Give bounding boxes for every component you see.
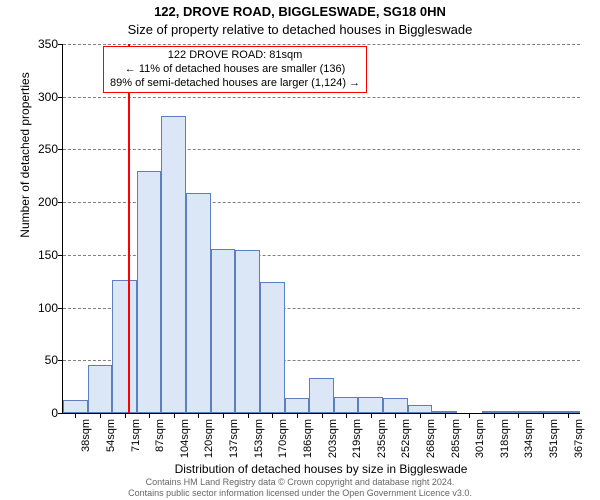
y-tick bbox=[58, 308, 63, 309]
x-tick bbox=[198, 413, 199, 418]
callout-line1: 122 DROVE ROAD: 81sqm bbox=[110, 49, 360, 63]
y-tick bbox=[58, 202, 63, 203]
y-tick-label: 50 bbox=[18, 353, 58, 367]
y-tick bbox=[58, 97, 63, 98]
x-tick-label: 137sqm bbox=[228, 413, 240, 458]
x-tick-label: 54sqm bbox=[105, 413, 117, 452]
footer: Contains HM Land Registry data © Crown c… bbox=[0, 477, 600, 498]
x-tick-label: 219sqm bbox=[351, 413, 363, 458]
x-tick bbox=[445, 413, 446, 418]
x-tick bbox=[371, 413, 372, 418]
x-tick bbox=[543, 413, 544, 418]
x-tick bbox=[420, 413, 421, 418]
histogram-bar bbox=[358, 397, 383, 413]
x-tick-label: 367sqm bbox=[573, 413, 585, 458]
histogram-bar bbox=[260, 282, 285, 413]
histogram-bars bbox=[63, 44, 580, 413]
plot-area: 122 DROVE ROAD: 81sqm ← 11% of detached … bbox=[62, 44, 580, 414]
histogram-bar bbox=[88, 365, 113, 413]
y-tick-label: 0 bbox=[18, 406, 58, 420]
x-tick bbox=[174, 413, 175, 418]
x-tick bbox=[322, 413, 323, 418]
x-tick-label: 120sqm bbox=[203, 413, 215, 458]
x-tick-label: 186sqm bbox=[302, 413, 314, 458]
callout-box: 122 DROVE ROAD: 81sqm ← 11% of detached … bbox=[103, 46, 367, 93]
x-tick bbox=[272, 413, 273, 418]
y-tick bbox=[58, 255, 63, 256]
chart-container: 122, DROVE ROAD, BIGGLESWADE, SG18 0HN S… bbox=[0, 0, 600, 500]
y-tick-label: 350 bbox=[18, 37, 58, 51]
x-tick-label: 87sqm bbox=[154, 413, 166, 452]
x-tick bbox=[518, 413, 519, 418]
x-tick-label: 334sqm bbox=[523, 413, 535, 458]
y-tick bbox=[58, 149, 63, 150]
histogram-bar bbox=[112, 280, 137, 413]
y-tick bbox=[58, 44, 63, 45]
x-tick-label: 285sqm bbox=[450, 413, 462, 458]
x-tick bbox=[469, 413, 470, 418]
histogram-bar bbox=[186, 193, 211, 413]
x-tick bbox=[100, 413, 101, 418]
reference-line bbox=[128, 44, 130, 413]
histogram-bar bbox=[408, 405, 433, 413]
x-tick bbox=[568, 413, 569, 418]
x-tick-label: 318sqm bbox=[499, 413, 511, 458]
y-tick-label: 100 bbox=[18, 301, 58, 315]
y-tick-label: 150 bbox=[18, 248, 58, 262]
x-tick-label: 104sqm bbox=[179, 413, 191, 458]
histogram-bar bbox=[383, 398, 408, 413]
x-tick-label: 203sqm bbox=[327, 413, 339, 458]
histogram-bar bbox=[334, 397, 359, 413]
x-tick-label: 71sqm bbox=[130, 413, 142, 452]
x-tick-label: 252sqm bbox=[400, 413, 412, 458]
histogram-bar bbox=[63, 400, 88, 413]
x-tick-label: 235sqm bbox=[376, 413, 388, 458]
y-tick-label: 300 bbox=[18, 90, 58, 104]
histogram-bar bbox=[137, 171, 162, 413]
x-tick bbox=[125, 413, 126, 418]
x-tick bbox=[297, 413, 298, 418]
x-tick-label: 351sqm bbox=[548, 413, 560, 458]
footer-line2: Contains public sector information licen… bbox=[0, 488, 600, 498]
x-tick-label: 268sqm bbox=[425, 413, 437, 458]
histogram-bar bbox=[161, 116, 186, 413]
y-axis-label: Number of detached properties bbox=[18, 0, 32, 340]
y-tick bbox=[58, 360, 63, 361]
histogram-bar bbox=[309, 378, 334, 413]
histogram-bar bbox=[211, 249, 236, 413]
x-tick bbox=[395, 413, 396, 418]
histogram-bar bbox=[285, 398, 310, 413]
x-axis-label: Distribution of detached houses by size … bbox=[62, 462, 580, 476]
footer-line1: Contains HM Land Registry data © Crown c… bbox=[0, 477, 600, 487]
callout-line2: ← 11% of detached houses are smaller (13… bbox=[110, 63, 360, 77]
chart-title-line2: Size of property relative to detached ho… bbox=[0, 22, 600, 37]
x-tick-label: 170sqm bbox=[277, 413, 289, 458]
chart-title-line1: 122, DROVE ROAD, BIGGLESWADE, SG18 0HN bbox=[0, 4, 600, 19]
callout-line3: 89% of semi-detached houses are larger (… bbox=[110, 77, 360, 91]
histogram-bar bbox=[235, 250, 260, 413]
x-tick bbox=[75, 413, 76, 418]
x-tick bbox=[494, 413, 495, 418]
y-tick-label: 200 bbox=[18, 195, 58, 209]
x-tick-label: 301sqm bbox=[474, 413, 486, 458]
x-tick bbox=[346, 413, 347, 418]
x-tick-label: 153sqm bbox=[253, 413, 265, 458]
y-tick-label: 250 bbox=[18, 142, 58, 156]
x-tick-label: 38sqm bbox=[80, 413, 92, 452]
y-tick bbox=[58, 413, 63, 414]
x-tick bbox=[223, 413, 224, 418]
x-tick bbox=[248, 413, 249, 418]
x-tick bbox=[149, 413, 150, 418]
